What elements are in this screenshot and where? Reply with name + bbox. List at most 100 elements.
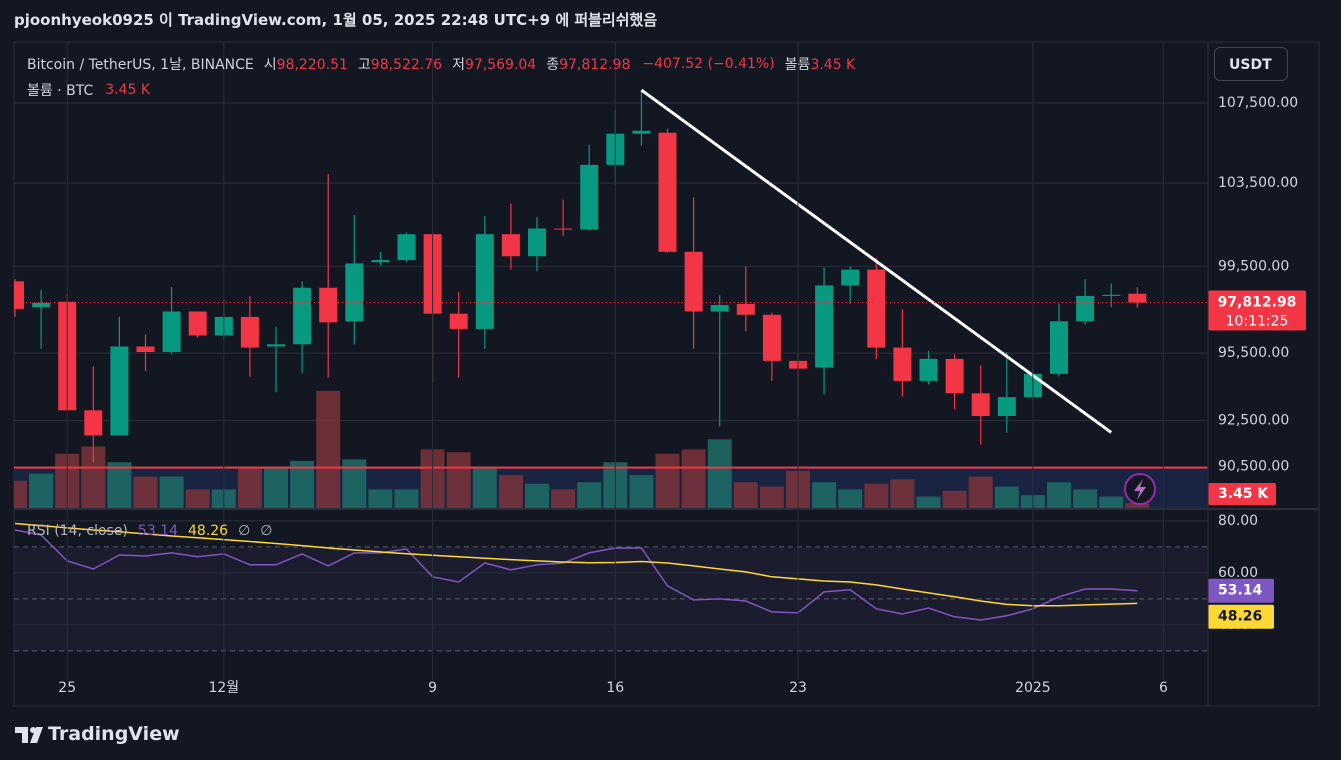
main-pane bbox=[14, 88, 1208, 508]
candle-body bbox=[293, 287, 312, 345]
y-tick-label: 90,500.00 bbox=[1218, 459, 1289, 475]
y-tick-label: 99,500.00 bbox=[1218, 258, 1289, 274]
volume-bar bbox=[290, 460, 315, 508]
candle-body bbox=[919, 358, 938, 381]
candle-body bbox=[658, 132, 677, 252]
x-tick-label: 12월 bbox=[208, 680, 239, 696]
rsi-pane bbox=[14, 520, 1208, 652]
change-label: −407.52 (−0.41%) bbox=[642, 56, 775, 72]
candle-body bbox=[971, 393, 990, 416]
volume-bar bbox=[759, 486, 784, 508]
volume-bar bbox=[707, 439, 732, 508]
candle-body bbox=[188, 311, 207, 336]
y-tick-label: 80.00 bbox=[1218, 513, 1258, 529]
volume-tag bbox=[1208, 483, 1276, 505]
volume-value: 3.45 K bbox=[105, 82, 151, 98]
currency-button[interactable]: USDT bbox=[1214, 47, 1288, 81]
logo-dot bbox=[30, 727, 36, 733]
volume-bar bbox=[916, 496, 941, 508]
candle-body bbox=[371, 260, 390, 263]
volume-bar bbox=[733, 482, 758, 508]
rsi-tag-label: 48.26 bbox=[1218, 609, 1262, 625]
candle-body bbox=[475, 234, 494, 329]
candle-body bbox=[449, 313, 468, 329]
volume-bar bbox=[890, 479, 915, 508]
candle-body bbox=[84, 410, 103, 436]
price-tag-label: 97,812.98 bbox=[1218, 295, 1297, 311]
candle-body bbox=[815, 285, 834, 368]
candle-body bbox=[841, 269, 860, 286]
candle-body bbox=[319, 287, 338, 323]
legend-value: 98,220.51 bbox=[276, 57, 348, 73]
volume-bar bbox=[264, 467, 288, 508]
volume-bar bbox=[994, 486, 1019, 508]
legend-value: 3.45 K bbox=[810, 57, 856, 73]
volume-bar bbox=[838, 489, 863, 508]
rsi-line bbox=[14, 522, 1138, 607]
x-tick-label: 16 bbox=[606, 680, 624, 696]
volume-bar bbox=[1125, 503, 1150, 508]
volume-bar bbox=[968, 476, 993, 508]
volume-bar bbox=[368, 489, 393, 508]
y-tick-label: 92,500.00 bbox=[1218, 413, 1289, 429]
logo-shape bbox=[15, 727, 43, 743]
volume-title: 볼륨 · BTC bbox=[27, 83, 94, 99]
candle-body bbox=[554, 228, 573, 230]
price-tag bbox=[1208, 290, 1306, 331]
rsi-line bbox=[14, 529, 1138, 621]
alert-icon[interactable] bbox=[1124, 473, 1156, 505]
rsi-tag bbox=[1208, 604, 1274, 629]
rsi-title: RSI (14, close) bbox=[27, 523, 128, 539]
volume-bar bbox=[1073, 489, 1098, 508]
candle-body bbox=[736, 303, 755, 315]
candle-body bbox=[1102, 294, 1121, 296]
candle-body bbox=[136, 346, 155, 353]
x-tick-label: 2025 bbox=[1015, 680, 1051, 696]
volume-bar bbox=[316, 390, 341, 508]
volume-bar bbox=[472, 466, 497, 508]
candle-body bbox=[240, 316, 259, 348]
x-tick-label: 6 bbox=[1159, 680, 1168, 696]
volume-bar bbox=[1099, 496, 1124, 508]
candle-body bbox=[710, 304, 729, 312]
candle-body bbox=[345, 263, 364, 322]
volume-bar bbox=[107, 462, 132, 508]
candle-body bbox=[1076, 295, 1095, 322]
rsi-legend: RSI (14, close) 53.14 48.26 ∅ ∅ bbox=[27, 523, 273, 539]
candle-body bbox=[162, 311, 181, 353]
rsi-tag-label: 53.14 bbox=[1218, 583, 1263, 599]
legend-key: 시 bbox=[263, 57, 277, 73]
x-tick-label: 25 bbox=[58, 680, 76, 696]
volume-bar bbox=[681, 449, 706, 508]
brand-name: TradingView bbox=[48, 723, 180, 745]
volume-bar bbox=[29, 473, 54, 508]
volume-bar bbox=[864, 483, 889, 508]
legend-value: 98,522.76 bbox=[370, 57, 443, 73]
candle-body bbox=[14, 281, 24, 309]
volume-bar bbox=[498, 475, 523, 508]
candle-body bbox=[501, 234, 520, 257]
volume-bar bbox=[1047, 482, 1071, 508]
legend-value: 97,812.98 bbox=[559, 57, 631, 73]
candle-body bbox=[1050, 321, 1068, 374]
rsi-ma-value: 48.26 bbox=[188, 523, 229, 539]
legend-key: 고 bbox=[357, 57, 371, 73]
volume-bar bbox=[185, 489, 210, 508]
volume-legend: 볼륨 · BTC 3.45 K bbox=[27, 80, 150, 100]
volume-bar bbox=[577, 482, 602, 508]
chart-frame bbox=[13, 41, 1320, 707]
legend-key: 저 bbox=[452, 57, 465, 73]
candle-body bbox=[397, 234, 416, 261]
x-tick-label: 23 bbox=[789, 680, 807, 696]
publisher-note: pjoonhyeok0925 이 TradingView.com, 1월 05,… bbox=[14, 11, 658, 29]
alert-bolt[interactable] bbox=[1134, 479, 1146, 500]
na-label: ∅ bbox=[260, 523, 273, 539]
y-tick-label: 95,500.00 bbox=[1218, 345, 1289, 361]
countdown-label: 10:11:25 bbox=[1226, 314, 1289, 330]
volume-bar bbox=[159, 476, 184, 508]
volume-bar bbox=[446, 452, 471, 508]
candle-body bbox=[997, 397, 1016, 416]
rsi-tag bbox=[1208, 578, 1274, 603]
